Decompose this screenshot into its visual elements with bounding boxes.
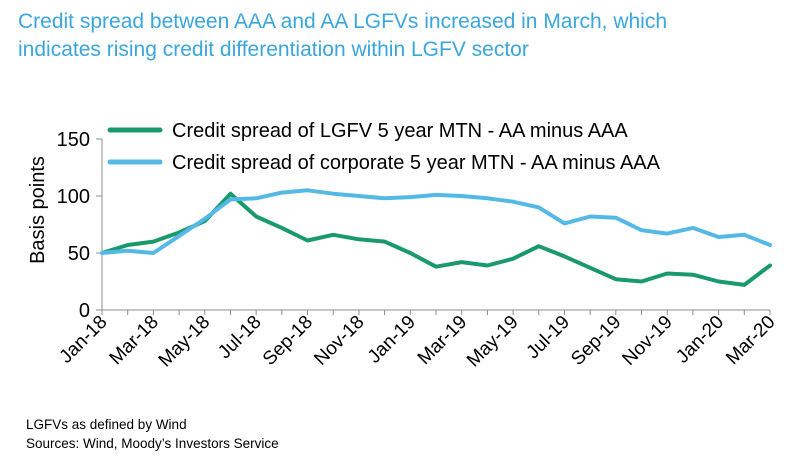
series-line-2 [100, 188, 772, 255]
x-tick-label: May-18 [155, 312, 215, 372]
y-tick-label: 0 [79, 300, 90, 322]
x-tick-label: Sep-19 [567, 312, 625, 370]
x-tick-label: Nov-18 [310, 312, 368, 370]
x-tick-label: Mar-20 [722, 312, 779, 369]
series-lines [100, 188, 772, 287]
x-tick-label: Sep-18 [259, 312, 317, 370]
x-tick-label: Jan-20 [672, 312, 728, 368]
legend-label-2: Credit spread of corporate 5 year MTN - … [172, 152, 661, 174]
x-tick-label: May-19 [463, 312, 523, 372]
series-line-1 [100, 191, 772, 287]
sources-note: Sources: Wind, Moody’s Investors Service [26, 436, 279, 451]
x-tick-label: Mar-18 [106, 312, 163, 369]
chart-title-line-2: indicates rising credit differentiation … [18, 38, 529, 61]
footnote: LGFVs as defined by Wind [26, 417, 187, 432]
chart-title-line-1: Credit spread between AAA and AA LGFVs i… [18, 10, 668, 33]
y-tick-label: 150 [57, 129, 90, 151]
legend-label-1: Credit spread of LGFV 5 year MTN - AA mi… [172, 120, 628, 142]
y-tick-labels: 0 50 100 150 [57, 129, 90, 322]
chart-legend: Credit spread of LGFV 5 year MTN - AA mi… [107, 120, 661, 174]
chart-title: Credit spread between AAA and AA LGFVs i… [18, 8, 788, 64]
y-tick-label: 100 [57, 186, 90, 208]
x-tick-label: Nov-19 [619, 312, 677, 370]
y-tick-label: 50 [68, 243, 90, 265]
chart-footer: LGFVs as defined by Wind Sources: Wind, … [26, 415, 279, 453]
x-tick-label: Mar-19 [414, 312, 471, 369]
x-tick-label: Jan-19 [364, 312, 420, 368]
chart-axes [96, 138, 771, 315]
y-axis-label: Basis points [27, 156, 49, 264]
